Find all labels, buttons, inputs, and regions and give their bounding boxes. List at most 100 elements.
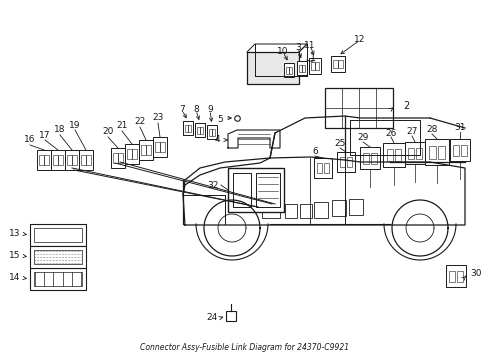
Bar — [65, 150, 79, 170]
Bar — [111, 148, 125, 168]
Bar — [246, 52, 298, 84]
Bar — [325, 88, 392, 128]
Bar — [200, 126, 203, 134]
Bar — [336, 152, 354, 172]
Bar — [155, 142, 159, 152]
Bar — [331, 200, 346, 216]
Bar — [146, 145, 150, 155]
Bar — [160, 142, 164, 152]
Bar — [195, 123, 204, 137]
Bar — [308, 58, 320, 74]
Bar — [284, 63, 293, 77]
Text: 13: 13 — [8, 230, 20, 238]
Text: 10: 10 — [277, 48, 288, 57]
Bar — [232, 173, 250, 207]
Bar — [448, 270, 454, 282]
Bar — [333, 60, 337, 68]
Text: 23: 23 — [152, 113, 163, 122]
Bar — [53, 155, 58, 165]
Text: 9: 9 — [207, 105, 212, 114]
Bar — [184, 125, 187, 131]
Bar — [338, 60, 342, 68]
Bar — [348, 199, 362, 215]
Bar — [428, 145, 435, 158]
Bar — [206, 125, 217, 139]
Bar — [302, 64, 305, 72]
Bar — [346, 157, 351, 167]
Bar — [386, 149, 392, 161]
Text: 31: 31 — [453, 123, 465, 132]
Text: 1: 1 — [309, 53, 315, 63]
Bar — [310, 62, 314, 70]
Bar — [315, 62, 318, 70]
Bar — [113, 153, 117, 163]
Bar — [313, 202, 327, 218]
Bar — [445, 265, 465, 287]
Bar — [299, 204, 311, 218]
Text: 22: 22 — [134, 117, 145, 126]
Bar — [118, 153, 122, 163]
Text: 27: 27 — [406, 127, 417, 136]
Bar — [125, 144, 139, 164]
Bar — [359, 147, 379, 169]
Bar — [323, 163, 328, 173]
Bar — [437, 145, 444, 158]
Bar — [196, 126, 199, 134]
Bar — [183, 121, 193, 135]
Text: 6: 6 — [311, 148, 317, 157]
Text: Connector Assy-Fusible Link Diagram for 24370-C9921: Connector Assy-Fusible Link Diagram for … — [140, 343, 348, 352]
Text: 25: 25 — [334, 139, 345, 148]
Bar — [40, 155, 43, 165]
Text: 8: 8 — [193, 105, 199, 114]
Bar — [407, 148, 413, 158]
Bar — [141, 145, 145, 155]
Bar — [415, 148, 421, 158]
Bar — [86, 155, 90, 165]
Bar — [72, 155, 77, 165]
Bar — [67, 155, 71, 165]
Bar — [313, 158, 331, 178]
Text: 12: 12 — [354, 36, 365, 45]
Bar — [127, 149, 131, 159]
Bar — [339, 157, 345, 167]
Bar — [34, 272, 82, 286]
Text: 24: 24 — [206, 314, 218, 323]
Bar — [79, 150, 93, 170]
Bar — [452, 144, 458, 156]
Bar — [44, 155, 48, 165]
Bar — [256, 173, 280, 207]
Bar — [316, 163, 322, 173]
Bar — [404, 142, 424, 164]
Text: 11: 11 — [304, 40, 315, 49]
Bar — [424, 139, 448, 165]
Bar — [34, 228, 82, 242]
Bar — [382, 143, 404, 167]
Text: 7: 7 — [179, 105, 184, 114]
Bar — [285, 204, 296, 218]
Bar — [227, 168, 284, 212]
Bar — [363, 153, 368, 163]
Bar — [30, 224, 86, 246]
Text: 14: 14 — [9, 274, 20, 283]
Bar — [34, 250, 82, 264]
Text: 15: 15 — [8, 252, 20, 261]
Text: 30: 30 — [469, 270, 481, 279]
Bar — [132, 149, 136, 159]
Text: 2: 2 — [402, 101, 408, 111]
Bar — [394, 149, 401, 161]
Bar — [370, 153, 376, 163]
Bar — [330, 56, 345, 72]
Bar — [58, 155, 62, 165]
Bar — [212, 129, 215, 135]
Bar — [296, 61, 306, 75]
Bar — [225, 311, 236, 321]
Bar — [51, 150, 65, 170]
Bar — [456, 270, 462, 282]
Text: 26: 26 — [385, 129, 396, 138]
Bar — [262, 206, 280, 218]
Bar — [37, 150, 51, 170]
Bar — [30, 268, 86, 290]
Text: 28: 28 — [426, 126, 437, 135]
Bar — [208, 129, 211, 135]
Bar — [449, 139, 469, 161]
